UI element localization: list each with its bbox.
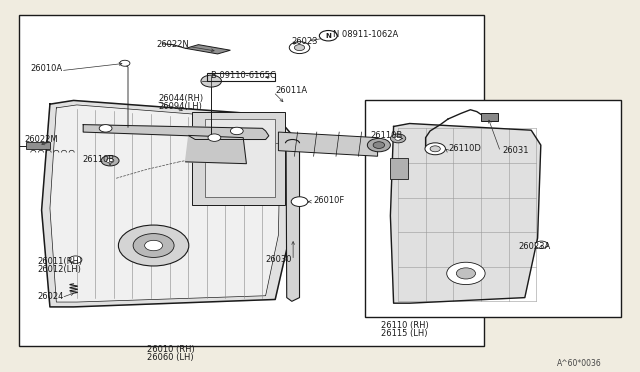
Circle shape — [133, 234, 174, 257]
Circle shape — [106, 158, 114, 163]
Circle shape — [291, 197, 308, 206]
Circle shape — [395, 137, 401, 140]
FancyBboxPatch shape — [192, 112, 285, 205]
Text: 26023A: 26023A — [518, 242, 550, 251]
Text: 26060 (LH): 26060 (LH) — [147, 353, 194, 362]
Polygon shape — [26, 142, 50, 149]
FancyBboxPatch shape — [19, 15, 484, 346]
Polygon shape — [390, 158, 408, 179]
FancyBboxPatch shape — [481, 113, 498, 121]
Text: 26011A: 26011A — [275, 86, 307, 95]
FancyBboxPatch shape — [205, 119, 275, 197]
Circle shape — [208, 134, 221, 141]
Circle shape — [319, 31, 337, 41]
Circle shape — [425, 143, 445, 155]
Circle shape — [430, 146, 440, 152]
Circle shape — [120, 60, 130, 66]
FancyBboxPatch shape — [365, 100, 621, 317]
Text: 26094(LH): 26094(LH) — [159, 102, 203, 111]
Text: B 09110-6165C: B 09110-6165C — [211, 71, 276, 80]
Text: 26010 (RH): 26010 (RH) — [147, 344, 195, 353]
Text: 26012(LH): 26012(LH) — [37, 265, 81, 274]
Text: 26031: 26031 — [502, 145, 529, 154]
Circle shape — [69, 256, 82, 263]
Text: 26011(RH): 26011(RH) — [37, 257, 83, 266]
Circle shape — [230, 127, 243, 135]
Text: 26030: 26030 — [266, 255, 292, 264]
Circle shape — [447, 262, 485, 285]
Circle shape — [201, 75, 221, 87]
Polygon shape — [83, 125, 269, 140]
Circle shape — [373, 142, 385, 148]
Text: A^60*0036: A^60*0036 — [557, 359, 602, 368]
Circle shape — [145, 240, 163, 251]
Text: 26110 (RH): 26110 (RH) — [381, 321, 429, 330]
Circle shape — [99, 125, 112, 132]
Text: N: N — [325, 33, 332, 39]
Text: 26010A: 26010A — [31, 64, 63, 73]
Polygon shape — [42, 100, 291, 307]
Polygon shape — [186, 135, 246, 164]
Circle shape — [390, 134, 406, 143]
Text: 26110B: 26110B — [82, 155, 114, 164]
Polygon shape — [50, 105, 280, 302]
Circle shape — [118, 225, 189, 266]
Circle shape — [367, 138, 390, 152]
Text: 26115 (LH): 26115 (LH) — [381, 329, 428, 338]
Text: 26022N: 26022N — [157, 39, 189, 48]
Text: 26110D: 26110D — [448, 144, 481, 153]
Text: 26110B: 26110B — [370, 131, 402, 140]
Text: 26022M: 26022M — [24, 135, 58, 144]
Text: 26044(RH): 26044(RH) — [159, 94, 204, 103]
Polygon shape — [278, 132, 378, 156]
Polygon shape — [390, 124, 541, 303]
Polygon shape — [186, 45, 230, 54]
Circle shape — [294, 45, 305, 51]
Polygon shape — [286, 141, 300, 301]
Circle shape — [289, 42, 310, 54]
Text: 26010F: 26010F — [314, 196, 345, 205]
Circle shape — [101, 155, 119, 166]
Circle shape — [535, 241, 548, 248]
Text: 26024: 26024 — [37, 292, 63, 301]
Text: 26023: 26023 — [291, 37, 317, 46]
Circle shape — [456, 268, 476, 279]
Text: N 08911-1062A: N 08911-1062A — [333, 30, 398, 39]
